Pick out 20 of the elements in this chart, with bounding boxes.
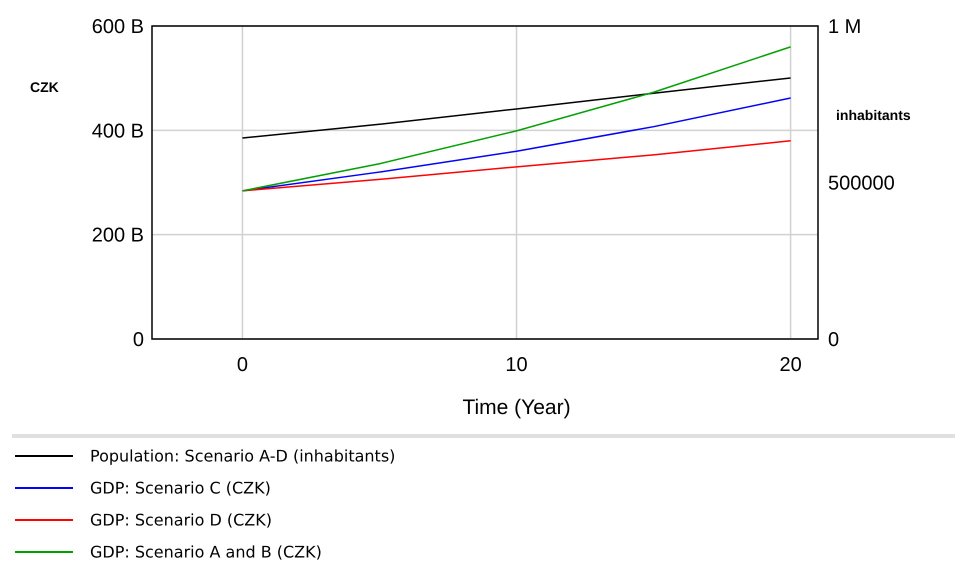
line-series bbox=[242, 140, 792, 192]
y-tick-label: 400 B bbox=[92, 120, 144, 142]
x-tick-label: 0 bbox=[236, 354, 248, 376]
y2-tick-label: 0 bbox=[828, 329, 840, 351]
line-series bbox=[242, 77, 792, 139]
line-series bbox=[242, 46, 792, 192]
y2-tick-label: 500000 bbox=[828, 172, 895, 194]
legend-label: GDP: Scenario C (CZK) bbox=[90, 478, 271, 498]
y-axis-title: CZK bbox=[30, 79, 59, 95]
y2-tick-label: 1 M bbox=[828, 16, 862, 38]
legend-label: GDP: Scenario A and B (CZK) bbox=[90, 542, 322, 561]
x-tick-label: 10 bbox=[505, 354, 528, 376]
y2-axis-title: inhabitants bbox=[836, 107, 911, 123]
y-tick-label: 200 B bbox=[92, 224, 144, 247]
x-axis-title: Time (Year) bbox=[462, 396, 571, 419]
y-tick-label: 0 bbox=[132, 329, 144, 351]
legend-label: GDP: Scenario D (CZK) bbox=[90, 510, 272, 530]
y-tick-label: 600 B bbox=[92, 16, 144, 38]
legend-label: Population: Scenario A-D (inhabitants) bbox=[90, 446, 396, 466]
x-tick-label: 20 bbox=[779, 354, 802, 376]
